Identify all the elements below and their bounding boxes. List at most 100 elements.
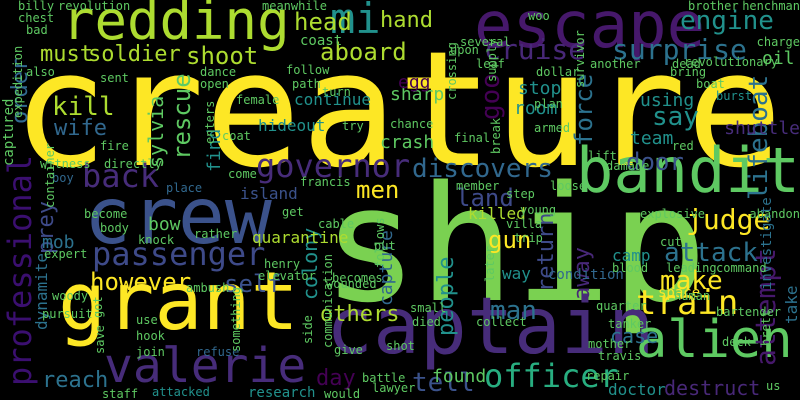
word-pursuit: pursuit	[42, 307, 93, 321]
word-staff: staff	[102, 387, 139, 400]
word-valerie: valerie	[104, 338, 307, 394]
word-red: red	[672, 139, 694, 153]
word-place: place	[166, 181, 203, 195]
word-open: open	[200, 77, 229, 91]
word-would: would	[324, 387, 361, 400]
word-coast: coast	[300, 33, 343, 49]
word-final: final	[454, 131, 491, 145]
word-mi: mi	[330, 0, 381, 43]
word-side: side	[301, 315, 315, 344]
word-leading: leading	[666, 261, 717, 275]
word-bartender: bartender	[716, 305, 782, 319]
word-man: man	[490, 296, 537, 326]
word-container: container	[43, 142, 57, 208]
word-charge: charge	[756, 35, 800, 49]
word-enters: enters	[203, 100, 217, 144]
word-mob: mob	[42, 232, 75, 253]
word-deck: deck	[722, 335, 751, 349]
word-abandon: abandon	[749, 207, 800, 221]
word-put: put	[374, 239, 396, 253]
word-survivor: survivor	[573, 30, 587, 88]
word-killed: killed	[468, 204, 526, 223]
word-path: path	[292, 77, 321, 91]
word-day: day	[316, 366, 356, 391]
word-brett: brett	[759, 309, 773, 346]
word-knock: knock	[138, 233, 175, 247]
word-leaf: leaf	[476, 57, 505, 71]
word-hook: hook	[136, 329, 165, 343]
word-judge: judge	[686, 203, 771, 236]
word-engine: engine	[680, 6, 774, 36]
word-cable: cable	[318, 217, 355, 231]
word-case: case	[610, 324, 659, 348]
word-way: way	[502, 264, 531, 283]
word-chest: chest	[18, 11, 55, 25]
word-say: say	[652, 102, 699, 132]
word-battle: battle	[362, 371, 406, 385]
word-door: door	[626, 148, 684, 176]
word-something: something	[229, 286, 243, 352]
word-meanwhile: meanwhile	[262, 0, 328, 13]
word-also: also	[26, 65, 55, 79]
word-take: take	[782, 285, 800, 324]
word-lawyer: lawyer	[372, 381, 416, 395]
word-others: others	[320, 302, 400, 327]
word-several: several	[460, 35, 511, 49]
word-team: team	[630, 128, 674, 149]
word-continue: continue	[294, 90, 372, 109]
word-join: join	[136, 345, 165, 359]
word-quarantine: quarantine	[252, 228, 349, 247]
word-island: island	[240, 184, 298, 203]
word-save: save	[93, 325, 107, 354]
word-make: make	[660, 266, 723, 296]
word-get: get	[282, 205, 304, 219]
word-hand: hand	[380, 8, 433, 33]
word-use: use	[136, 313, 158, 327]
word-shot: shot	[386, 339, 415, 353]
word-revolution: revolution	[58, 0, 131, 13]
word-space: space	[658, 285, 701, 301]
word-however: however	[90, 268, 192, 296]
word-brother: brother	[688, 0, 739, 13]
word-men: men	[356, 176, 400, 204]
word-attack: attack	[664, 238, 758, 268]
word-elevator: elevator	[258, 269, 316, 283]
word-upon: upon	[450, 43, 479, 57]
word-henchman: henchman	[742, 0, 800, 13]
word-bow: bow	[148, 214, 181, 235]
word-alien: alien	[636, 310, 793, 370]
word-villa: villa	[506, 217, 543, 231]
word-room: room	[514, 98, 558, 119]
word-governor: governor	[256, 147, 411, 185]
word-passenger: passenger	[92, 235, 266, 273]
word-communication: communication	[321, 254, 335, 348]
word-shuttle: shuttle	[724, 118, 800, 139]
word-young: young	[520, 203, 557, 217]
word-wife: wife	[54, 116, 107, 141]
word-lift: lift	[588, 149, 617, 163]
word-becomes: becomes	[332, 271, 383, 285]
word-tell: tell	[412, 368, 475, 398]
word-tanker: tanker	[608, 317, 652, 331]
word-blood: blood	[612, 261, 649, 275]
word-directly: directly	[104, 157, 162, 171]
word-repair: repair	[586, 369, 630, 383]
word-oil: oil	[762, 48, 795, 69]
word-crew: crew	[84, 172, 272, 262]
word-follow: follow	[286, 63, 330, 77]
word-captain: captain	[326, 282, 655, 372]
word-later: later	[483, 245, 497, 282]
word-female: female	[236, 93, 280, 107]
word-dead: dead	[672, 57, 701, 71]
word-fire: fire	[100, 139, 129, 153]
word-woody: woody	[52, 289, 89, 303]
word-follows: follows	[373, 217, 387, 268]
word-officer: officer	[484, 357, 619, 395]
word-stop: stop	[518, 78, 562, 99]
word-surprise: surprise	[612, 33, 747, 66]
word-travis: travis	[598, 349, 642, 363]
word-creature: creature	[12, 16, 783, 203]
word-trip: trip	[514, 231, 543, 245]
word-kill: kill	[52, 92, 115, 122]
word-refuse: refuse	[196, 345, 240, 359]
